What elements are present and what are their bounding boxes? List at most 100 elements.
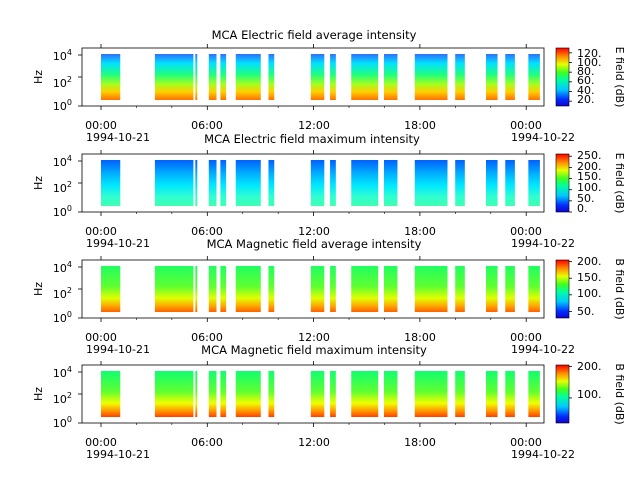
colorbar: [555, 364, 570, 424]
svg-text:200.: 200.: [577, 255, 602, 268]
svg-text:60.: 60.: [577, 74, 595, 87]
svg-text:12:00: 12:00: [298, 225, 330, 238]
spectrogram-panel: [78, 361, 572, 427]
svg-text:06:00: 06:00: [191, 119, 223, 132]
x-end-date: 1994-10-22: [511, 237, 575, 250]
svg-text:00:00: 00:00: [510, 225, 542, 238]
svg-text:18:00: 18:00: [404, 225, 436, 238]
colorbar-tick-label: 100. 200.: [577, 360, 602, 401]
data-block: [505, 54, 515, 100]
svg-text:102: 102: [53, 75, 72, 90]
data-block: [351, 54, 379, 100]
y-axis-label: Hz: [32, 70, 45, 84]
svg-text:18:00: 18:00: [404, 436, 436, 449]
data-block: [310, 371, 325, 417]
data-block: [486, 160, 498, 206]
data-block: [455, 54, 465, 100]
x-end-date: 1994-10-22: [511, 343, 575, 356]
svg-text:00:00: 00:00: [510, 436, 542, 449]
panel-title: MCA Electric field maximum intensity: [204, 132, 420, 146]
x-end-date: 1994-10-22: [511, 131, 575, 144]
y-tick-label: 104 102 100: [53, 260, 72, 325]
x-end-date: 1994-10-22: [511, 448, 575, 461]
data-block: [383, 160, 398, 206]
data-block: [455, 160, 465, 206]
spectrogram-panel: [78, 256, 572, 322]
data-block: [528, 371, 540, 417]
data-block: [220, 54, 227, 100]
y-axis-label: Hz: [32, 176, 45, 190]
data-block: [330, 266, 336, 312]
data-block: [310, 54, 325, 100]
data-block: [528, 160, 540, 206]
data-block: [195, 54, 198, 100]
colorbar-label: B field (dB): [613, 363, 626, 424]
svg-text:12:00: 12:00: [298, 331, 330, 344]
svg-text:00:00: 00:00: [85, 225, 117, 238]
colorbar: [555, 259, 570, 319]
data-block: [486, 54, 498, 100]
data-block: [101, 160, 121, 206]
panel-4: MCA Magnetic field maximum intensity Hz …: [32, 343, 626, 461]
colorbar-tick-label: 0. 50. 100. 150. 200. 250.: [577, 149, 602, 215]
svg-text:104: 104: [53, 48, 72, 63]
svg-text:00:00: 00:00: [85, 119, 117, 132]
data-block: [235, 160, 261, 206]
svg-text:06:00: 06:00: [191, 225, 223, 238]
data-block: [195, 371, 198, 417]
data-block: [268, 54, 275, 100]
svg-text:104: 104: [53, 365, 72, 380]
data-block: [154, 160, 194, 206]
svg-text:100: 100: [53, 310, 72, 325]
y-axis-label: Hz: [32, 387, 45, 401]
colorbar-label: E field (dB): [613, 153, 626, 214]
data-block: [414, 266, 448, 312]
svg-text:20.: 20.: [577, 93, 595, 106]
x-start-date: 1994-10-21: [86, 131, 150, 144]
svg-text:100.: 100.: [577, 287, 602, 300]
svg-text:200.: 200.: [577, 160, 602, 173]
svg-text:100: 100: [53, 204, 72, 219]
spectrogram-panel: [78, 150, 572, 216]
svg-text:120.: 120.: [577, 47, 602, 60]
data-block: [383, 266, 398, 312]
data-block: [208, 371, 217, 417]
data-block: [101, 371, 121, 417]
svg-text:12:00: 12:00: [298, 119, 330, 132]
svg-text:102: 102: [53, 391, 72, 406]
x-tick-label: 00:00 06:00 12:00 18:00 00:00: [85, 225, 542, 238]
y-axis-label: Hz: [32, 282, 45, 296]
svg-text:40.: 40.: [577, 84, 595, 97]
data-block: [208, 54, 217, 100]
data-block: [235, 266, 261, 312]
x-start-date: 1994-10-21: [86, 237, 150, 250]
data-block: [414, 54, 448, 100]
data-block: [268, 160, 275, 206]
data-block: [195, 160, 198, 206]
data-block: [208, 160, 217, 206]
data-block: [351, 160, 379, 206]
colorbar-tick-label: 50. 100. 150. 200.: [577, 255, 602, 318]
svg-text:100: 100: [53, 415, 72, 430]
data-block: [455, 371, 465, 417]
svg-text:00:00: 00:00: [85, 436, 117, 449]
svg-text:150.: 150.: [577, 271, 602, 284]
data-block: [330, 54, 336, 100]
svg-text:104: 104: [53, 260, 72, 275]
data-block: [486, 371, 498, 417]
data-block: [414, 371, 448, 417]
data-block: [505, 160, 515, 206]
data-block: [208, 266, 217, 312]
svg-text:50.: 50.: [577, 305, 595, 318]
svg-text:06:00: 06:00: [191, 436, 223, 449]
panel-title: MCA Magnetic field average intensity: [207, 237, 422, 251]
plot-layer: [78, 44, 572, 427]
data-block: [351, 371, 379, 417]
y-tick-label: 104 102 100: [53, 48, 72, 113]
y-tick-label: 104 102 100: [53, 154, 72, 219]
svg-text:250.: 250.: [577, 149, 602, 162]
data-block: [414, 160, 448, 206]
data-block: [528, 54, 540, 100]
svg-text:102: 102: [53, 180, 72, 195]
